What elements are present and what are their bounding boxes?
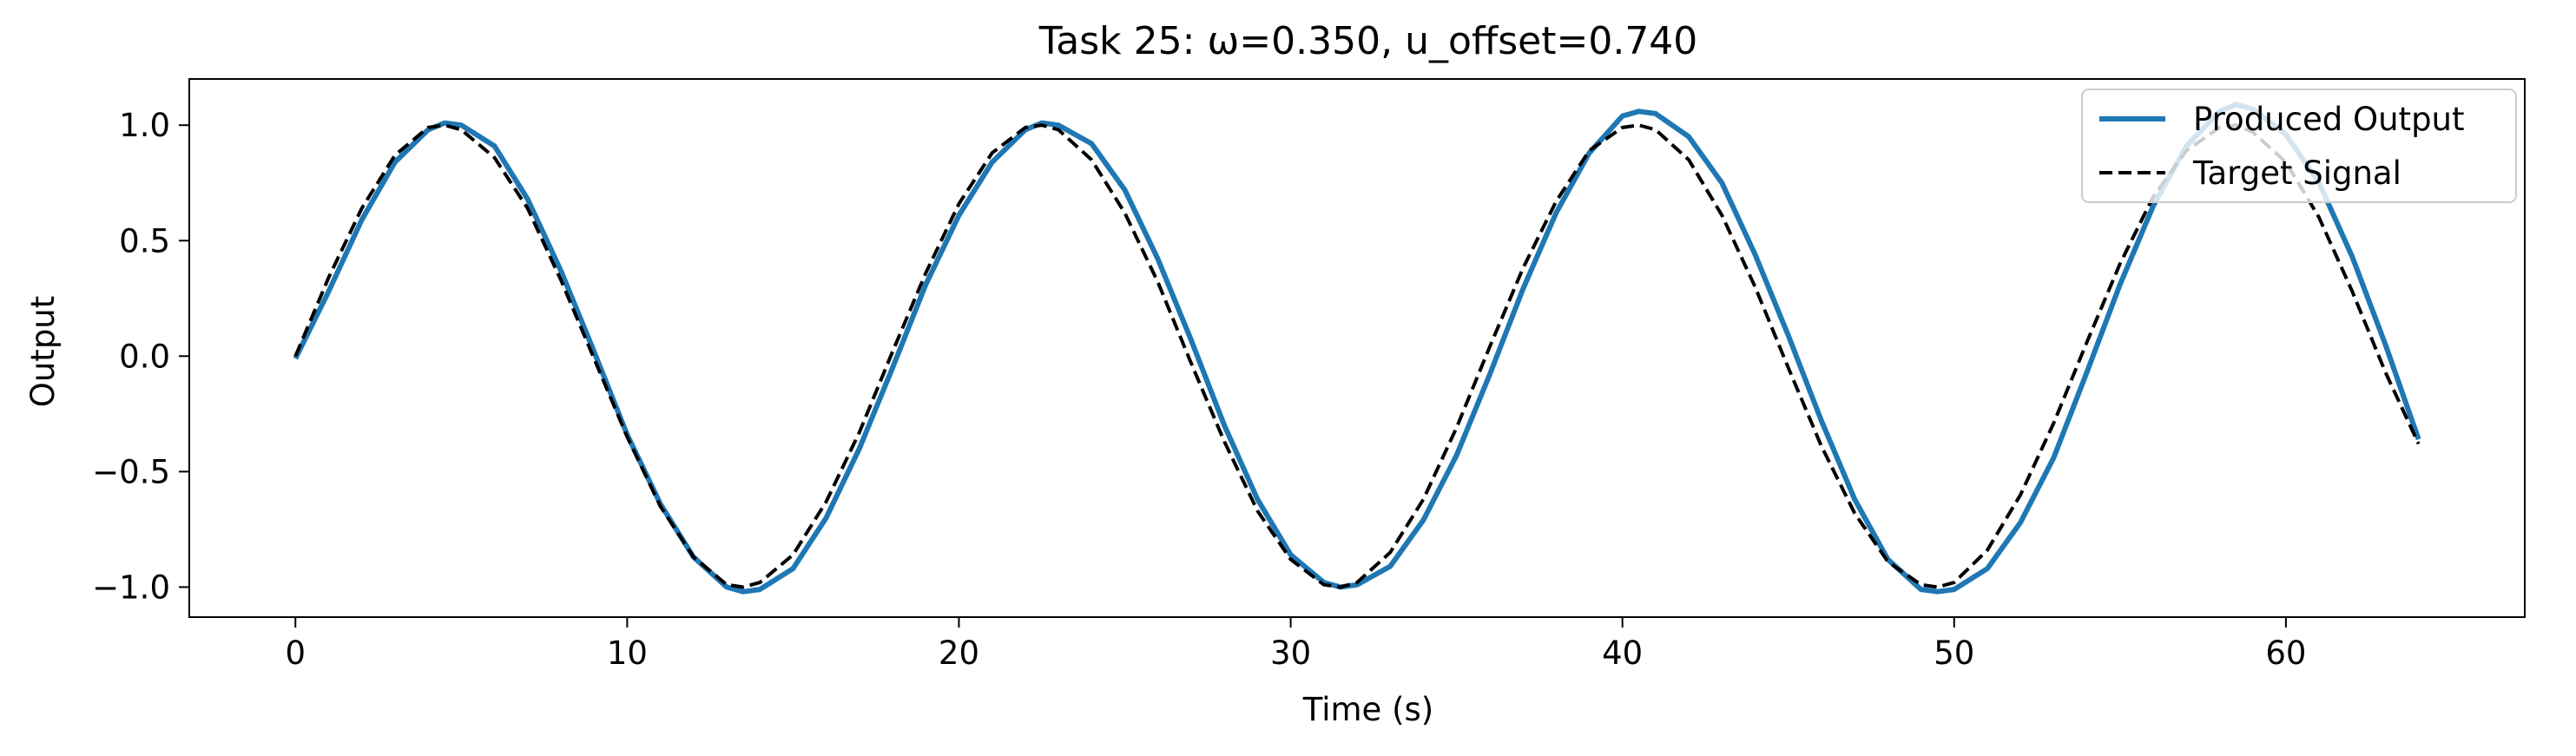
series-layer (293, 102, 2421, 595)
y-axis-label: Output (24, 296, 62, 408)
x-tick-label: 50 (1934, 634, 1974, 672)
legend-label-produced-output: Produced Output (2193, 101, 2465, 138)
legend: Produced Output Target Signal (2081, 89, 2517, 203)
y-tick-label: −0.5 (92, 453, 170, 490)
x-tick-label: 10 (607, 634, 648, 672)
legend-label-target-signal: Target Signal (2192, 154, 2401, 192)
x-tick-label: 30 (1270, 634, 1311, 672)
y-tick-label: 0.5 (119, 222, 170, 260)
y-tick-label: 1.0 (119, 107, 170, 144)
legend-box (2081, 89, 2517, 203)
x-axis-label: Time (s) (1302, 691, 1433, 728)
x-tick-label: 60 (2265, 634, 2306, 672)
x-tick-label: 40 (1602, 634, 1643, 672)
series-line-target-signal (293, 123, 2421, 589)
x-tick-label: 0 (285, 634, 306, 672)
plot-area-frame (188, 78, 2526, 618)
x-tick-label: 20 (939, 634, 979, 672)
y-tick-label: 0.0 (119, 338, 170, 375)
y-tick-label: −1.0 (92, 569, 170, 606)
ticks-layer: 0 10 20 30 40 50 60 −1.0 −0.5 0.0 0.5 1.0 (92, 107, 2306, 672)
chart-title: Task 25: ω=0.350, u_offset=0.740 (1038, 19, 1698, 63)
